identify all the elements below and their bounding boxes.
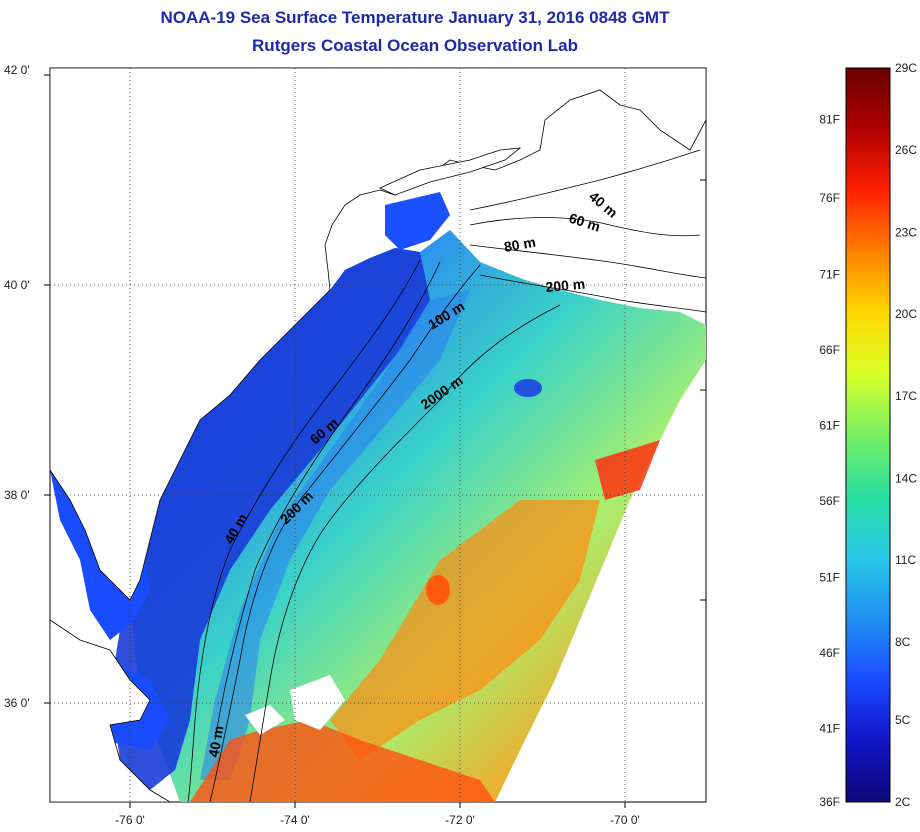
contour-100m — [209, 264, 481, 802]
graticule — [50, 68, 706, 802]
lat-label-42: 42 0' — [4, 63, 30, 77]
sst-nearshore-cold — [110, 248, 430, 790]
sst-hatteras-warm — [190, 720, 495, 802]
sst-nyb-cold — [385, 192, 450, 250]
sst-cold-eddy — [514, 379, 542, 397]
colorbar-label-celsius: 29C — [895, 61, 917, 75]
depth-label-200m-north: 200 m — [545, 276, 586, 295]
colorbar-label-fahrenheit: 61F — [819, 418, 840, 432]
sst-warm-eddy — [426, 575, 450, 605]
sst-gulfstream-orange — [330, 500, 600, 760]
lon-label-74: -74 0' — [280, 813, 310, 827]
colorbar-label-fahrenheit: 81F — [819, 112, 840, 126]
cloud-mask — [290, 675, 345, 730]
colorbar-label-fahrenheit: 56F — [819, 494, 840, 508]
lon-label-70: -70 0' — [610, 813, 640, 827]
map-subtitle: Rutgers Coastal Ocean Observation Lab — [252, 36, 578, 55]
colorbar-label-celsius: 2C — [895, 795, 911, 809]
lat-label-40: 40 0' — [4, 278, 30, 292]
colorbar-label-celsius: 5C — [895, 713, 911, 727]
sst-gulfstream-warm — [595, 440, 660, 500]
colorbar-label-celsius: 26C — [895, 143, 917, 157]
colorbar-label-fahrenheit: 71F — [819, 267, 840, 281]
lon-label-76: -76 0' — [115, 813, 145, 827]
contour-80m-north — [469, 244, 706, 279]
depth-label-40m-hatteras: 40 m — [205, 724, 226, 758]
bathymetry-contours — [187, 149, 706, 802]
colorbar-label-celsius: 17C — [895, 389, 917, 403]
contour-40m-south — [187, 259, 421, 802]
colorbar-label-celsius: 8C — [895, 635, 911, 649]
colorbar — [845, 67, 891, 803]
colorbar-label-fahrenheit: 41F — [819, 722, 840, 736]
colorbar-label-fahrenheit: 46F — [819, 646, 840, 660]
colorbar-label-fahrenheit: 36F — [819, 795, 840, 809]
contour-2000m — [249, 304, 561, 802]
contour-60m-north — [469, 217, 701, 237]
colorbar-label-celsius: 11C — [895, 553, 916, 567]
colorbar-label-celsius: 20C — [895, 307, 917, 321]
map-body — [50, 68, 706, 802]
axis-ticks — [44, 74, 706, 808]
coastline-south — [50, 619, 171, 802]
colorbar-label-celsius: 14C — [895, 471, 917, 485]
cloud-mask-2 — [245, 705, 285, 735]
lat-label-38: 38 0' — [4, 488, 30, 502]
long-island — [379, 147, 522, 196]
contour-60m-south — [214, 261, 441, 741]
colorbar-labels: 81F 76F 71F 66F 61F 56F 51F 46F 41F 36F 29C 26C 23C 2… — [819, 61, 917, 809]
colorbar-label-fahrenheit: 76F — [819, 191, 840, 205]
contour-200m-north — [479, 274, 706, 313]
colorbar-label-celsius: 23C — [895, 225, 917, 239]
depth-label-80m: 80 m — [503, 234, 537, 255]
colorbar-label-fahrenheit: 51F — [819, 570, 840, 584]
lat-label-36: 36 0' — [4, 696, 30, 710]
contour-40m-north — [469, 149, 701, 211]
colorbar-label-fahrenheit: 66F — [819, 343, 840, 357]
lon-label-72: -72 0' — [445, 813, 475, 827]
coastline — [50, 68, 706, 601]
sst-shelf-cool — [200, 290, 470, 780]
map-title: NOAA-19 Sea Surface Temperature January … — [160, 8, 670, 27]
